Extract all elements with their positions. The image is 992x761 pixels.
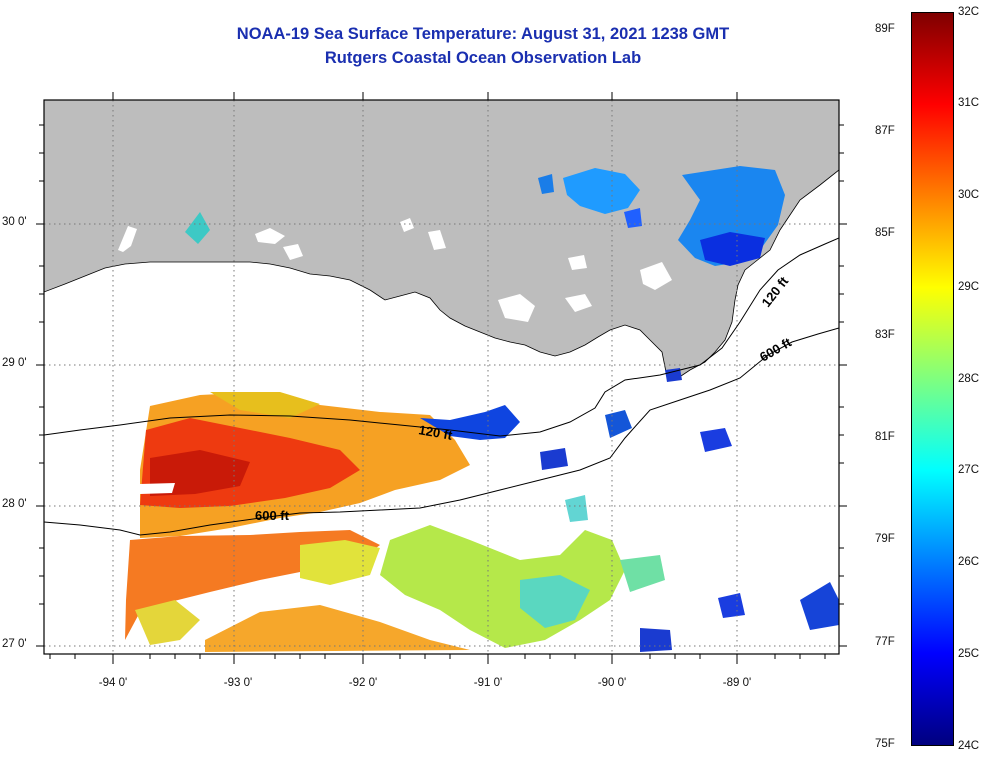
colorbar-celsius-label: 32C (958, 6, 980, 18)
colorbar-celsius-label: 27C (958, 464, 980, 476)
lat-label: 29 0' (2, 357, 27, 369)
sst-patch (210, 392, 320, 418)
sst-patch (380, 525, 625, 648)
lon-label: -93 0' (223, 677, 253, 689)
sst-patch (605, 410, 632, 438)
lon-label: -94 0' (98, 677, 128, 689)
sst-patch (150, 450, 250, 496)
colorbar-celsius-label: 26C (958, 556, 980, 568)
sst-patch (620, 555, 665, 592)
colorbar-celsius-label: 25C (958, 648, 980, 660)
lake (283, 244, 303, 260)
contour-600ft (44, 327, 839, 536)
contour-120ft (44, 237, 839, 437)
colorbar-fahrenheit-label: 81F (875, 431, 895, 443)
sst-patch (520, 575, 590, 628)
lake (568, 255, 587, 270)
sst-patch (563, 168, 640, 214)
lon-label: -89 0' (722, 677, 752, 689)
lat-label: 30 0' (2, 216, 27, 228)
sst-patch (205, 605, 470, 652)
colorbar-fahrenheit-label: 79F (875, 533, 895, 545)
colorbar-fahrenheit-label: 87F (875, 125, 895, 137)
sst-patch (140, 483, 175, 494)
colorbar-fahrenheit-label: 83F (875, 329, 895, 341)
contour-label: 120 ft (759, 273, 792, 310)
sst-patch (624, 208, 642, 228)
map-frame (43, 99, 840, 655)
temperature-colorbar (911, 12, 954, 746)
contour-label: 120 ft (417, 422, 454, 443)
sst-patch (540, 448, 568, 470)
tick-marks (36, 92, 847, 664)
contour-label: 600 ft (757, 334, 794, 364)
colorbar-celsius-label: 24C (958, 740, 980, 752)
sst-patch (135, 600, 200, 645)
lake (118, 226, 137, 252)
sst-patch (700, 232, 765, 266)
sst-patch (538, 174, 554, 194)
lon-label: -92 0' (348, 677, 378, 689)
colorbar-fahrenheit-label: 75F (875, 738, 895, 750)
lake (255, 228, 285, 244)
colorbar-celsius-label: 31C (958, 97, 980, 109)
sst-patch (700, 428, 732, 452)
lat-label: 27 0' (2, 638, 27, 650)
sst-patch (185, 212, 210, 244)
lake (565, 294, 592, 312)
title-line-1: NOAA-19 Sea Surface Temperature: August … (236, 25, 730, 43)
sst-patch (640, 628, 672, 652)
sst-patch (420, 405, 520, 440)
sst-patch (665, 368, 682, 382)
sst-patch (718, 593, 745, 618)
lake (640, 262, 672, 290)
lake (428, 230, 446, 250)
lon-label: -90 0' (597, 677, 627, 689)
colorbar-celsius-label: 29C (958, 281, 980, 293)
colorbar-fahrenheit-label: 77F (875, 636, 895, 648)
contour-label: 600 ft (255, 508, 290, 523)
sst-patch (565, 495, 588, 522)
sst-patch (300, 540, 380, 585)
colorbar-celsius-label: 28C (958, 373, 980, 385)
sst-patch (800, 582, 839, 630)
colorbar-fahrenheit-label: 85F (875, 227, 895, 239)
lake (498, 294, 535, 322)
title-line-2: Rutgers Coastal Ocean Observation Lab (324, 49, 642, 67)
colorbar-fahrenheit-label: 89F (875, 23, 895, 35)
lon-label: -91 0' (473, 677, 503, 689)
colorbar-celsius-label: 30C (958, 189, 980, 201)
lat-label: 28 0' (2, 498, 27, 510)
lake (400, 218, 414, 232)
